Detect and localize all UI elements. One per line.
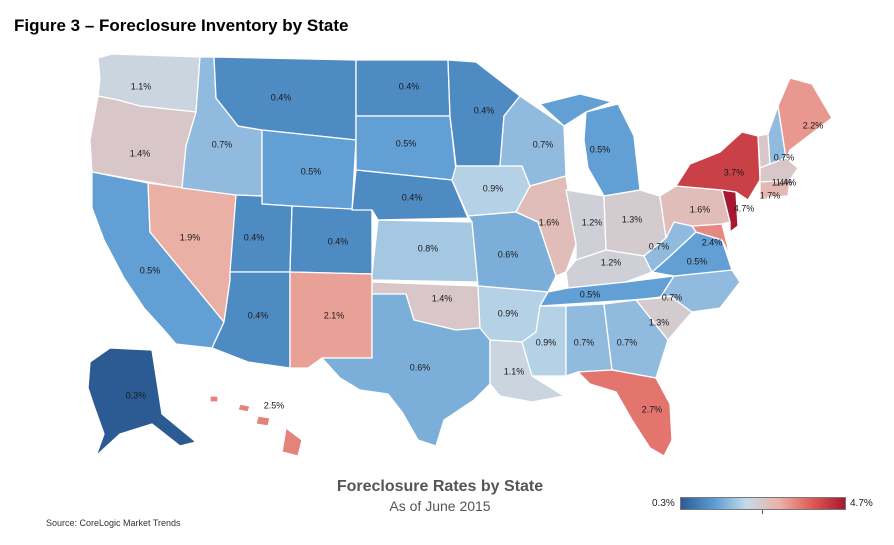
label-az: 0.4% [248,310,269,320]
label-md: 2.4% [702,237,723,247]
label-oh: 1.3% [622,214,643,224]
label-wv: 0.7% [649,241,670,251]
label-wy: 0.5% [301,166,322,176]
label-ct: 1.7% [760,190,781,200]
label-hi: 2.5% [264,400,285,410]
label-ny: 3.7% [724,167,745,177]
legend-color-scale [680,497,846,510]
label-fl: 2.7% [642,404,663,414]
label-mn: 0.4% [474,105,495,115]
label-ne: 0.4% [402,192,423,202]
labels-layer: 1.1% 1.4% 0.5% 1.9% 0.7% 0.4% 0.5% 0.4% … [126,81,824,414]
state-fl [577,369,673,457]
state-ak [87,347,197,457]
figure-title: Figure 3 – Foreclosure Inventory by Stat… [14,16,349,35]
label-wa: 1.1% [131,81,152,91]
label-ak: 0.3% [126,390,147,400]
label-me: 2.2% [803,120,824,130]
state-ks [371,219,479,283]
label-la: 1.1% [504,366,525,376]
label-ia: 0.9% [483,183,504,193]
state-ga [603,299,669,379]
label-nj: 4.7% [734,203,755,213]
label-al: 0.7% [574,337,595,347]
label-il: 1.6% [539,217,560,227]
label-nc: 0.7% [662,292,683,302]
label-mi: 0.5% [590,144,611,154]
label-tn: 0.5% [580,289,601,299]
label-mo: 0.6% [498,249,519,259]
state-tx [321,293,491,447]
label-va: 0.5% [687,256,708,266]
label-pa: 1.6% [690,204,711,214]
label-nv: 1.9% [180,232,201,242]
label-ms: 0.9% [536,337,557,347]
label-ar: 0.9% [498,308,519,318]
state-me [777,77,833,159]
legend-min-label: 0.3% [652,498,675,509]
label-ma: 1.4% [776,177,797,187]
source-note: Source: CoreLogic Market Trends [46,518,181,528]
label-ky: 1.2% [601,257,622,267]
label-sc: 1.3% [649,317,670,327]
label-nh: 0.7% [774,152,795,162]
label-wi: 0.7% [533,139,554,149]
label-in: 1.2% [582,217,603,227]
label-ga: 0.7% [617,337,638,347]
state-ct [759,179,791,199]
label-sd: 0.5% [396,138,417,148]
label-ks: 0.8% [418,243,439,253]
label-ok: 1.4% [432,293,453,303]
label-or: 1.4% [130,148,151,158]
label-ut: 0.4% [244,232,265,242]
state-hi-kauai [209,395,219,403]
map-subtitle: As of June 2015 [389,498,491,514]
legend-max-label: 4.7% [850,498,873,509]
legend-mid-tick [762,510,763,514]
state-il [515,175,577,277]
state-mi-upper [539,93,613,127]
label-mt: 0.4% [271,92,292,102]
state-hi-maui [255,415,271,427]
label-vt: 1.4% [772,177,793,187]
label-nd: 0.4% [399,81,420,91]
label-co: 0.4% [328,236,349,246]
states-layer [87,53,833,457]
state-hi [281,427,303,457]
label-ca: 0.5% [140,265,161,275]
state-hi-oahu [237,403,251,413]
map-title: Foreclosure Rates by State [336,478,544,495]
label-id: 0.7% [212,139,233,149]
label-nm: 2.1% [324,310,345,320]
label-tx: 0.6% [410,362,431,372]
